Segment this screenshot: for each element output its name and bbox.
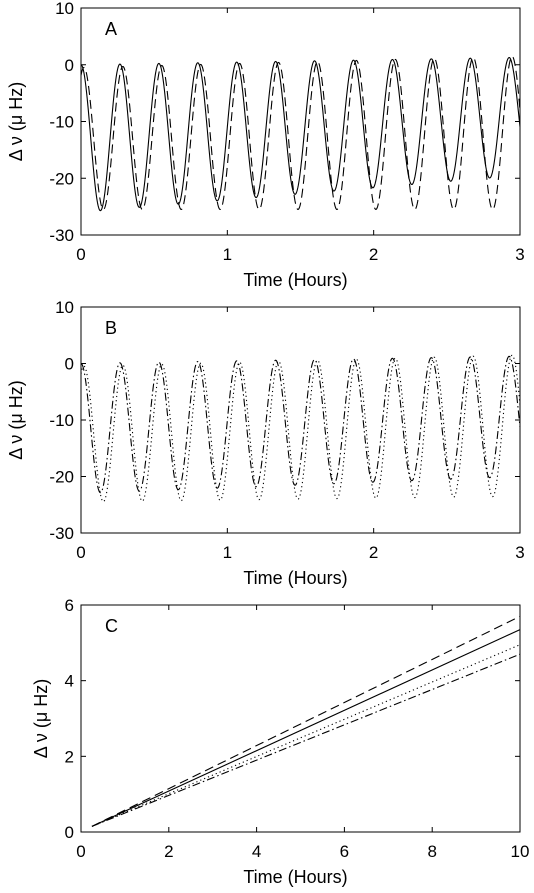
- x-tick-label: 0: [76, 543, 85, 562]
- panel-label: A: [105, 19, 117, 39]
- panel-b-series-dotted: [80, 354, 521, 503]
- y-tick-label: 0: [65, 56, 74, 75]
- y-tick-label: -10: [49, 411, 74, 430]
- panel-a-series-solid: [80, 57, 521, 212]
- panel-c-series-dotted: [91, 644, 521, 827]
- panel-a-axes-box: [80, 7, 521, 236]
- panel-c-series-dashdot: [91, 653, 521, 827]
- panel-a-series-dashed: [80, 55, 521, 211]
- y-tick-label: -10: [49, 113, 74, 132]
- x-tick-label: 2: [369, 543, 378, 562]
- y-tick-label: 10: [55, 0, 74, 18]
- y-tick-label: -30: [49, 524, 74, 543]
- panel-c-axes-box: [80, 604, 521, 833]
- x-tick-label: 3: [515, 543, 524, 562]
- x-tick-label: 8: [427, 842, 436, 861]
- panel-b-series-dashdot: [80, 355, 521, 494]
- y-axis-label: Δ ν (μ Hz): [6, 82, 26, 161]
- x-axis-label: Time (Hours): [243, 568, 347, 588]
- x-tick-label: 6: [340, 842, 349, 861]
- y-axis-label: Δ ν (μ Hz): [6, 380, 26, 459]
- x-tick-label: 4: [252, 842, 261, 861]
- x-axis-label: Time (Hours): [243, 270, 347, 290]
- x-axis-label: Time (Hours): [243, 867, 347, 887]
- y-tick-label: -20: [49, 169, 74, 188]
- x-tick-label: 10: [511, 842, 530, 861]
- y-tick-label: 10: [55, 298, 74, 317]
- y-tick-label: 4: [65, 672, 74, 691]
- panel-label: C: [105, 616, 118, 636]
- x-tick-label: 0: [76, 245, 85, 264]
- y-tick-label: 2: [65, 747, 74, 766]
- x-tick-label: 1: [223, 543, 232, 562]
- panel-c-series-dashed: [91, 615, 521, 827]
- x-tick-label: 0: [76, 842, 85, 861]
- y-tick-label: -30: [49, 226, 74, 245]
- panel-c-series-solid: [91, 629, 521, 827]
- y-tick-label: 6: [65, 596, 74, 615]
- y-tick-label: 0: [65, 355, 74, 374]
- x-tick-label: 3: [515, 245, 524, 264]
- y-tick-label: 0: [65, 823, 74, 842]
- panel-b-axes-box: [80, 306, 521, 534]
- x-tick-label: 1: [223, 245, 232, 264]
- x-tick-label: 2: [369, 245, 378, 264]
- panel-label: B: [105, 318, 117, 338]
- x-tick-label: 2: [164, 842, 173, 861]
- y-axis-label: Δ ν (μ Hz): [31, 679, 51, 758]
- y-tick-label: -20: [49, 468, 74, 487]
